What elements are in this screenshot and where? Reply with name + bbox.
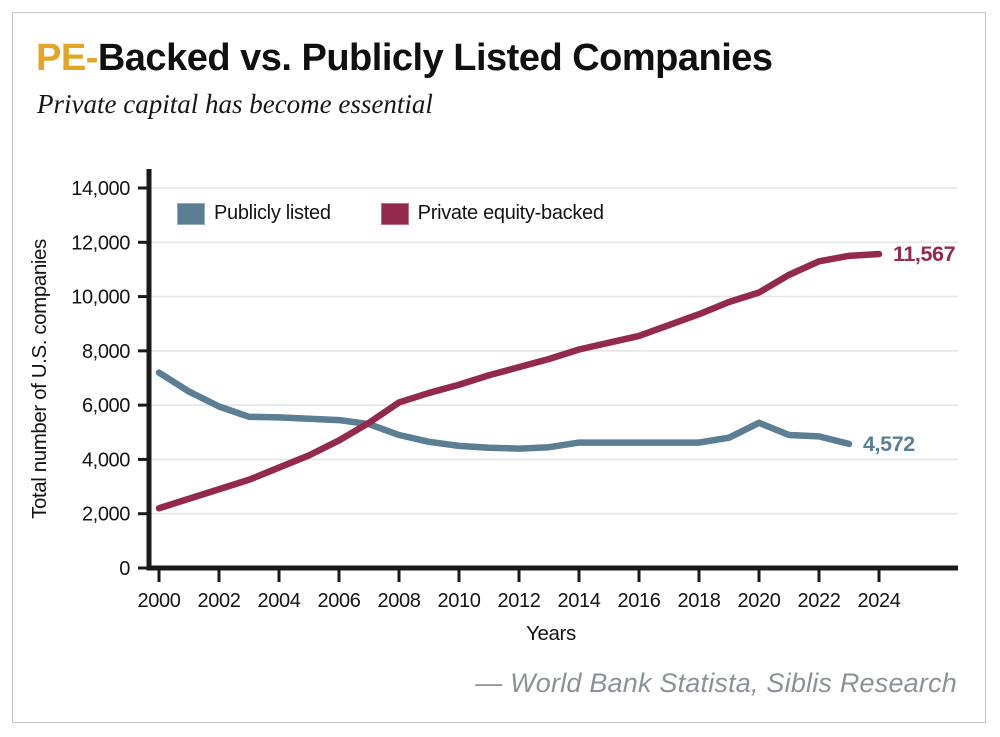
x-tick-label: 2000 (138, 590, 181, 612)
x-tick-label: 2010 (438, 590, 481, 612)
x-tick-label: 2024 (858, 590, 901, 612)
chart-area: 0 2,000 4,000 6,000 8,000 10,000 12,000 14,000 2… (13, 13, 985, 722)
y-tick-label: 2,000 (82, 504, 130, 526)
y-tick-label: 4,000 (82, 449, 130, 471)
x-tick-label: 2008 (378, 590, 421, 612)
y-axis-title: Total number of U.S. companies (28, 239, 51, 519)
x-tick-label: 2016 (618, 590, 661, 612)
legend-item-pe-backed: Private equity-backed (380, 202, 604, 225)
title-accent: PE- (36, 37, 98, 79)
chart-subtitle: Private capital has become essential (37, 89, 433, 119)
x-axis-title: Years (526, 622, 576, 645)
page-title: PE-Backed vs. Publicly Listed Companies (36, 37, 773, 80)
y-tick-label: 8,000 (82, 341, 130, 363)
y-tick-label: 6,000 (82, 395, 130, 417)
legend-label-publicly-listed: Publicly listed (214, 202, 331, 224)
x-tick-label: 2018 (678, 590, 721, 612)
legend-label-pe-backed: Private equity-backed (417, 202, 604, 224)
chart-legend: Publicly listed Private equity-backed (177, 202, 654, 225)
x-tick-label: 2022 (798, 590, 841, 612)
pe-backed-swatch-icon (380, 202, 409, 225)
x-tick-label: 2020 (738, 590, 781, 612)
x-tick-label: 2006 (318, 590, 361, 612)
title-rest: Backed vs. Publicly Listed Companies (97, 37, 773, 79)
y-tick-label: 0 (119, 558, 130, 580)
x-tick-label: 2014 (558, 590, 601, 612)
chart-card: PE-Backed vs. Publicly Listed Companies … (12, 12, 986, 723)
chart-svg: 0 2,000 4,000 6,000 8,000 10,000 12,000 14,000 2… (28, 169, 958, 645)
y-tick-label: 14,000 (71, 178, 130, 200)
line-publicly-listed (155, 369, 853, 452)
source-attribution: — World Bank Statista, Siblis Research (475, 668, 957, 698)
publicly-listed-swatch-icon (177, 202, 205, 225)
end-label-private-equity-backed: 11,567 (893, 242, 956, 266)
x-tick-label: 2012 (498, 590, 541, 612)
line-private-equity-backed (155, 250, 883, 512)
x-tick-label: 2004 (258, 590, 301, 612)
y-tick-label: 10,000 (71, 287, 130, 309)
legend-item-publicly-listed: Publicly listed (177, 202, 331, 225)
end-label-publicly-listed: 4,572 (863, 432, 915, 456)
y-tick-label: 12,000 (71, 232, 130, 254)
x-tick-label: 2002 (198, 590, 241, 612)
